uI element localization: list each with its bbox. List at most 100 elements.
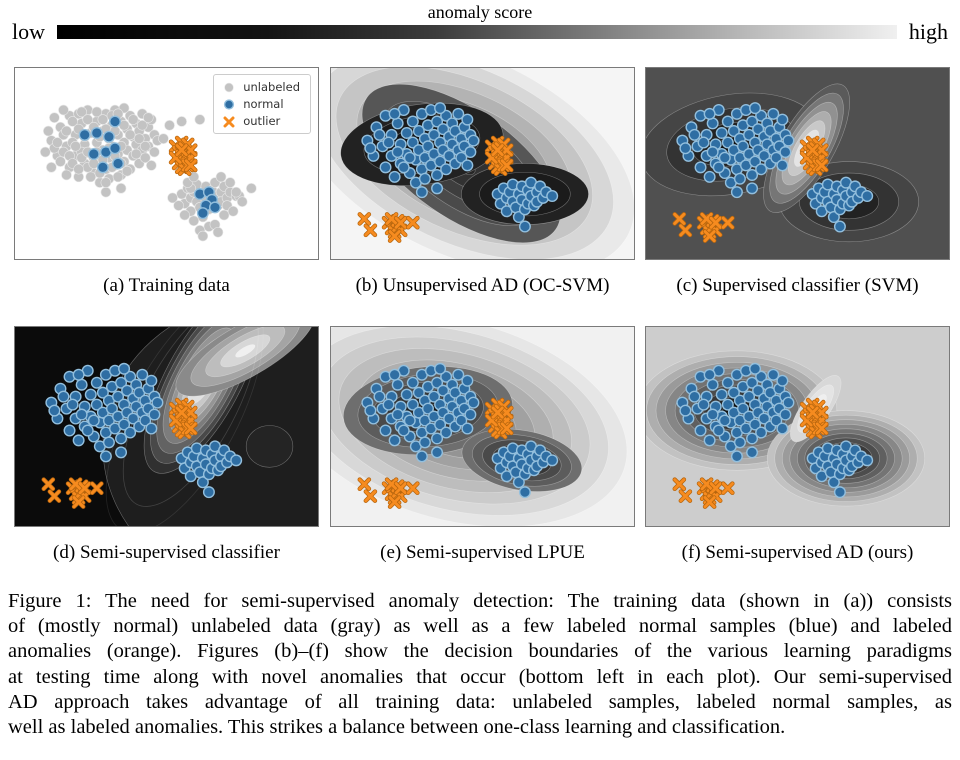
scatter-point [388,368,401,381]
scatter-point [833,220,846,233]
outlier-marker [679,490,692,503]
outlier-marker [500,422,513,435]
scatter-point [770,414,783,427]
scatter-point [382,136,395,149]
scatter-point [115,376,128,389]
scatter-point [418,172,431,185]
caption-line: of (mostly normal) unlabeled data (gray)… [8,615,952,638]
scatter-point [236,196,248,207]
scatter-point [434,418,447,431]
outlier-marker [175,406,188,419]
outlier-marker [815,422,828,435]
outlier-marker [184,422,197,435]
scatter-point [112,171,124,183]
outlier-marker [703,496,716,509]
scatter-point [194,114,206,125]
outlier-marker [385,212,398,225]
panel-d-plot [14,326,319,527]
scatter-point [440,426,453,439]
scatter-point [124,129,136,141]
scatter-point [861,189,874,202]
scatter-point [721,398,734,411]
scatter-point [434,155,447,168]
outlier-marker [358,478,371,491]
scatter-point [697,398,710,411]
scatter-point [730,450,743,463]
scatter-point [121,165,133,177]
scatter-point [512,210,525,223]
scatter-point [415,450,428,463]
scatter-point [694,161,707,174]
scatter-point [776,113,789,126]
outlier-marker [491,406,504,419]
scatter-point [403,151,416,164]
scatter-point [145,422,158,435]
scatter-point [461,113,474,126]
caption-line: at testing time along with novel anomali… [8,665,952,688]
outlier-marker [48,490,61,503]
scatter-point [755,426,768,439]
scatter-point [779,408,792,421]
panel-c-plot [645,67,950,260]
outlier-marker [721,216,734,229]
scatter-point [78,128,91,141]
scatter-point [202,486,215,499]
scatter-point [706,146,719,159]
scatter-point [406,115,419,128]
panel-f-plot [645,326,950,527]
scatter-point [224,177,236,188]
scatter-point [512,476,525,489]
outlier-marker [806,406,819,419]
scatter-point [467,396,480,409]
scatter-point [546,454,559,467]
scatter-point [431,182,444,195]
scatter-point [108,142,121,155]
scatter-point [100,177,112,188]
scatter-point [733,436,746,449]
scatter-point [758,149,771,162]
scatter-point [679,404,692,417]
scatter-point [518,220,531,233]
scatter-point [73,163,84,175]
scatter-point [112,390,125,403]
colorbar-title: anomaly score [427,2,533,22]
outlier-marker [184,159,197,172]
panel-b-caption: (b) Unsupervised AD (OC-SVM) [355,275,610,296]
scatter-point [715,126,728,139]
scatter-point [57,390,70,403]
scatter-point [727,125,740,138]
outlier-marker [42,478,55,491]
scatter-point [703,368,716,381]
outlier-marker [385,478,398,491]
scatter-point [379,161,392,174]
outlier-marker [700,478,713,491]
scatter-point [48,404,61,417]
scatter-point [388,107,401,120]
outlier-marker [388,496,401,509]
scatter-point [143,112,154,123]
scatter-point [688,390,701,403]
scatter-point [133,133,145,144]
panel-d-canvas [15,327,318,526]
scatter-point [782,134,795,147]
scatter-point [124,426,137,439]
scatter-point [703,170,716,183]
caption-line: Figure 1: The need for semi-supervised a… [8,590,952,612]
scatter-point [66,398,79,411]
scatter-point [406,398,419,411]
legend-label: outlier [243,114,281,128]
scatter-point [246,183,257,194]
scatter-point [755,370,768,383]
scatter-point [127,412,140,425]
scatter-point [230,186,242,198]
scatter-point [833,486,846,499]
scatter-point [749,102,762,115]
scatter-point [227,205,239,217]
scatter-point [431,168,444,181]
scatter-point [382,398,395,411]
scatter-point [755,163,768,176]
scatter-point [173,200,184,211]
scatter-point [124,370,137,383]
scatter-point [373,128,386,141]
